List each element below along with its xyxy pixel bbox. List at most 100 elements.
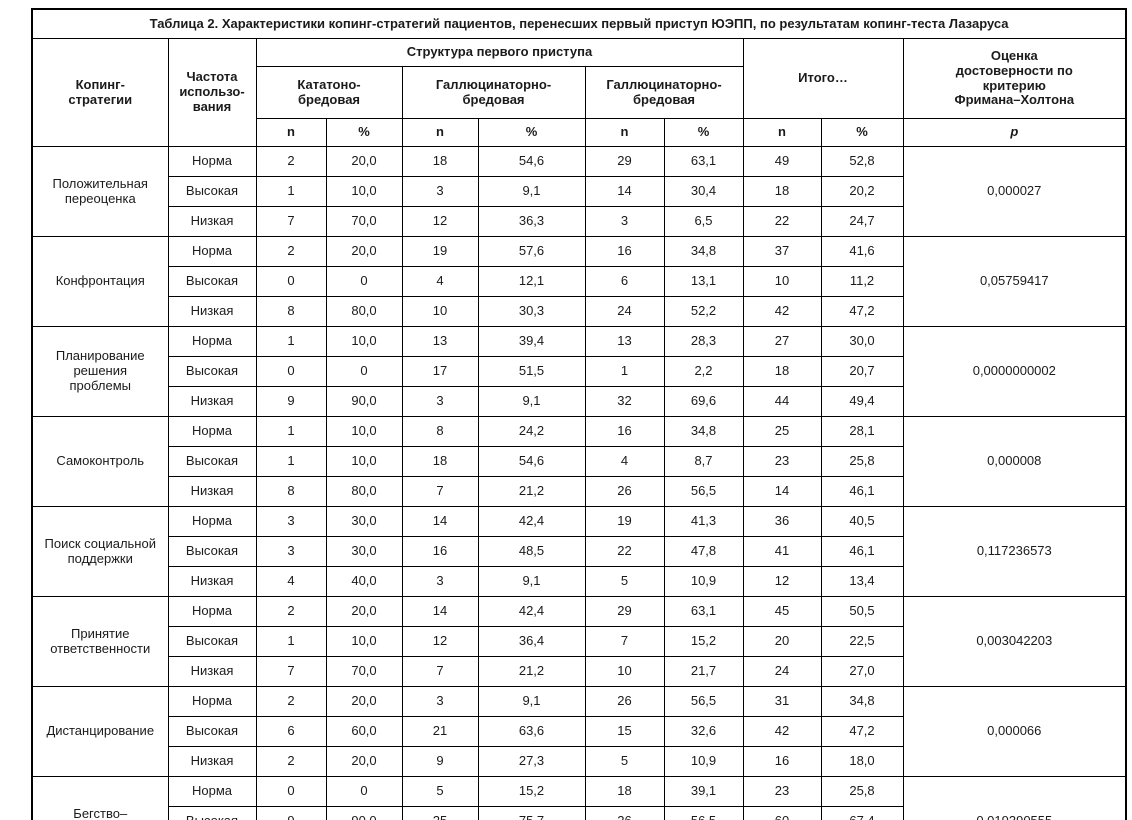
value-cell: 1 bbox=[255, 326, 327, 357]
value-cell: 30,0 bbox=[325, 536, 403, 567]
value-cell: 54,6 bbox=[477, 446, 586, 477]
value-cell: 26 bbox=[584, 686, 665, 717]
value-cell: 32,6 bbox=[663, 716, 744, 747]
value-cell: 15,2 bbox=[663, 626, 744, 657]
value-cell: 0 bbox=[255, 776, 327, 807]
table-row: Планирование решения проблемы Норма 1 10,0 1… bbox=[31, 326, 1127, 417]
value-cell: 49,4 bbox=[820, 386, 904, 417]
frequency-level: Норма bbox=[167, 506, 257, 537]
table-body: Положительная переоценка Норма 2 20,0 18 54,6… bbox=[31, 146, 1127, 820]
table-row: Высокая 0 0 4 12,1 6 13,1 10 11,2 bbox=[32, 266, 1126, 297]
table-row: Дистанцирование Норма 2 20,0 3 9,1 26 56,5 31 34,… bbox=[31, 686, 1127, 777]
value-cell: 12,1 bbox=[477, 266, 586, 297]
frequency-level: Норма bbox=[167, 596, 257, 627]
value-cell: 60 bbox=[742, 806, 822, 820]
value-cell: 13 bbox=[584, 326, 665, 357]
value-cell: 25 bbox=[401, 806, 479, 820]
value-cell: 20,0 bbox=[325, 146, 403, 177]
value-cell: 48,5 bbox=[477, 536, 586, 567]
col-header-n-3: n bbox=[584, 118, 665, 147]
p-value: 0,019390555 bbox=[902, 776, 1127, 820]
table-row: Высокая 1 10,0 3 9,1 14 30,4 18 20,2 bbox=[32, 176, 1126, 207]
value-cell: 0 bbox=[325, 776, 403, 807]
col-header-n-1: n bbox=[255, 118, 327, 147]
value-cell: 2,2 bbox=[663, 356, 744, 387]
strategy-name: Самоконтроль bbox=[31, 416, 169, 507]
value-cell: 52,2 bbox=[663, 296, 744, 327]
value-cell: 12 bbox=[742, 566, 822, 597]
value-cell: 41 bbox=[742, 536, 822, 567]
value-cell: 9 bbox=[255, 806, 327, 820]
value-cell: 3 bbox=[401, 176, 479, 207]
value-cell: 26 bbox=[584, 806, 665, 820]
col-header-n-2: n bbox=[401, 118, 479, 147]
value-cell: 14 bbox=[584, 176, 665, 207]
value-cell: 36,4 bbox=[477, 626, 586, 657]
value-cell: 2 bbox=[255, 596, 327, 627]
value-cell: 12 bbox=[401, 206, 479, 237]
value-cell: 18 bbox=[401, 146, 479, 177]
value-cell: 16 bbox=[584, 236, 665, 267]
col-header-coping-strategies: Копинг- стратегии bbox=[31, 38, 169, 147]
table-row: Высокая 6 60,0 21 63,6 15 32,6 42 47,2 bbox=[32, 716, 1126, 747]
value-cell: 50,5 bbox=[820, 596, 904, 627]
col-header-hallucinatory-delusional-1: Галлюцинаторно- бредовая bbox=[401, 66, 586, 119]
value-cell: 0 bbox=[325, 356, 403, 387]
value-cell: 9 bbox=[401, 746, 479, 777]
value-cell: 3 bbox=[584, 206, 665, 237]
table-row: Принятие ответственности Норма 2 20,0 14 42,4… bbox=[31, 596, 1127, 687]
value-cell: 1 bbox=[255, 446, 327, 477]
value-cell: 8,7 bbox=[663, 446, 744, 477]
value-cell: 3 bbox=[255, 536, 327, 567]
value-cell: 0 bbox=[325, 266, 403, 297]
value-cell: 18 bbox=[742, 356, 822, 387]
table-row: Высокая 1 10,0 12 36,4 7 15,2 20 22,5 bbox=[32, 626, 1126, 657]
table-row: Низкая 9 90,0 3 9,1 32 69,6 44 49,4 bbox=[32, 386, 1126, 417]
value-cell: 1 bbox=[584, 356, 665, 387]
value-cell: 24 bbox=[742, 656, 822, 687]
value-cell: 7 bbox=[255, 656, 327, 687]
col-header-pct-1: % bbox=[325, 118, 403, 147]
value-cell: 10,0 bbox=[325, 416, 403, 447]
frequency-level: Норма bbox=[167, 416, 257, 447]
title-row: Таблица 2. Характеристики копинг-стратег… bbox=[31, 8, 1127, 39]
value-cell: 14 bbox=[742, 476, 822, 507]
value-cell: 20,0 bbox=[325, 746, 403, 777]
value-cell: 29 bbox=[584, 146, 665, 177]
value-cell: 5 bbox=[584, 566, 665, 597]
col-header-pct-4: % bbox=[820, 118, 904, 147]
table-row: Конфронтация Норма 2 20,0 19 57,6 16 34,8 37 41,6… bbox=[31, 236, 1127, 327]
value-cell: 4 bbox=[401, 266, 479, 297]
value-cell: 8 bbox=[255, 296, 327, 327]
value-cell: 21 bbox=[401, 716, 479, 747]
value-cell: 52,8 bbox=[820, 146, 904, 177]
value-cell: 18,0 bbox=[820, 746, 904, 777]
table-row: Положительная переоценка Норма 2 20,0 18 54,6… bbox=[31, 146, 1127, 237]
value-cell: 69,6 bbox=[663, 386, 744, 417]
value-cell: 31 bbox=[742, 686, 822, 717]
value-cell: 63,6 bbox=[477, 716, 586, 747]
value-cell: 56,5 bbox=[663, 476, 744, 507]
frequency-level: Низкая bbox=[167, 476, 257, 507]
p-value: 0,0000000002 bbox=[902, 326, 1127, 417]
value-cell: 3 bbox=[255, 506, 327, 537]
value-cell: 70,0 bbox=[325, 206, 403, 237]
value-cell: 29 bbox=[584, 596, 665, 627]
value-cell: 20,0 bbox=[325, 596, 403, 627]
frequency-level: Норма bbox=[167, 326, 257, 357]
frequency-level: Высокая bbox=[167, 626, 257, 657]
table-row: Поиск социальной поддержки Норма 3 30,0 14 42… bbox=[31, 506, 1127, 597]
table-row: Низкая 4 40,0 3 9,1 5 10,9 12 13,4 bbox=[32, 566, 1126, 597]
value-cell: 37 bbox=[742, 236, 822, 267]
value-cell: 7 bbox=[401, 476, 479, 507]
frequency-level: Низкая bbox=[167, 386, 257, 417]
value-cell: 63,1 bbox=[663, 596, 744, 627]
value-cell: 23 bbox=[742, 776, 822, 807]
value-cell: 10 bbox=[584, 656, 665, 687]
value-cell: 22 bbox=[584, 536, 665, 567]
value-cell: 13,1 bbox=[663, 266, 744, 297]
table-row: Высокая 0 0 17 51,5 1 2,2 18 20,7 bbox=[32, 356, 1126, 387]
value-cell: 46,1 bbox=[820, 536, 904, 567]
frequency-level: Высокая bbox=[167, 176, 257, 207]
value-cell: 1 bbox=[255, 176, 327, 207]
